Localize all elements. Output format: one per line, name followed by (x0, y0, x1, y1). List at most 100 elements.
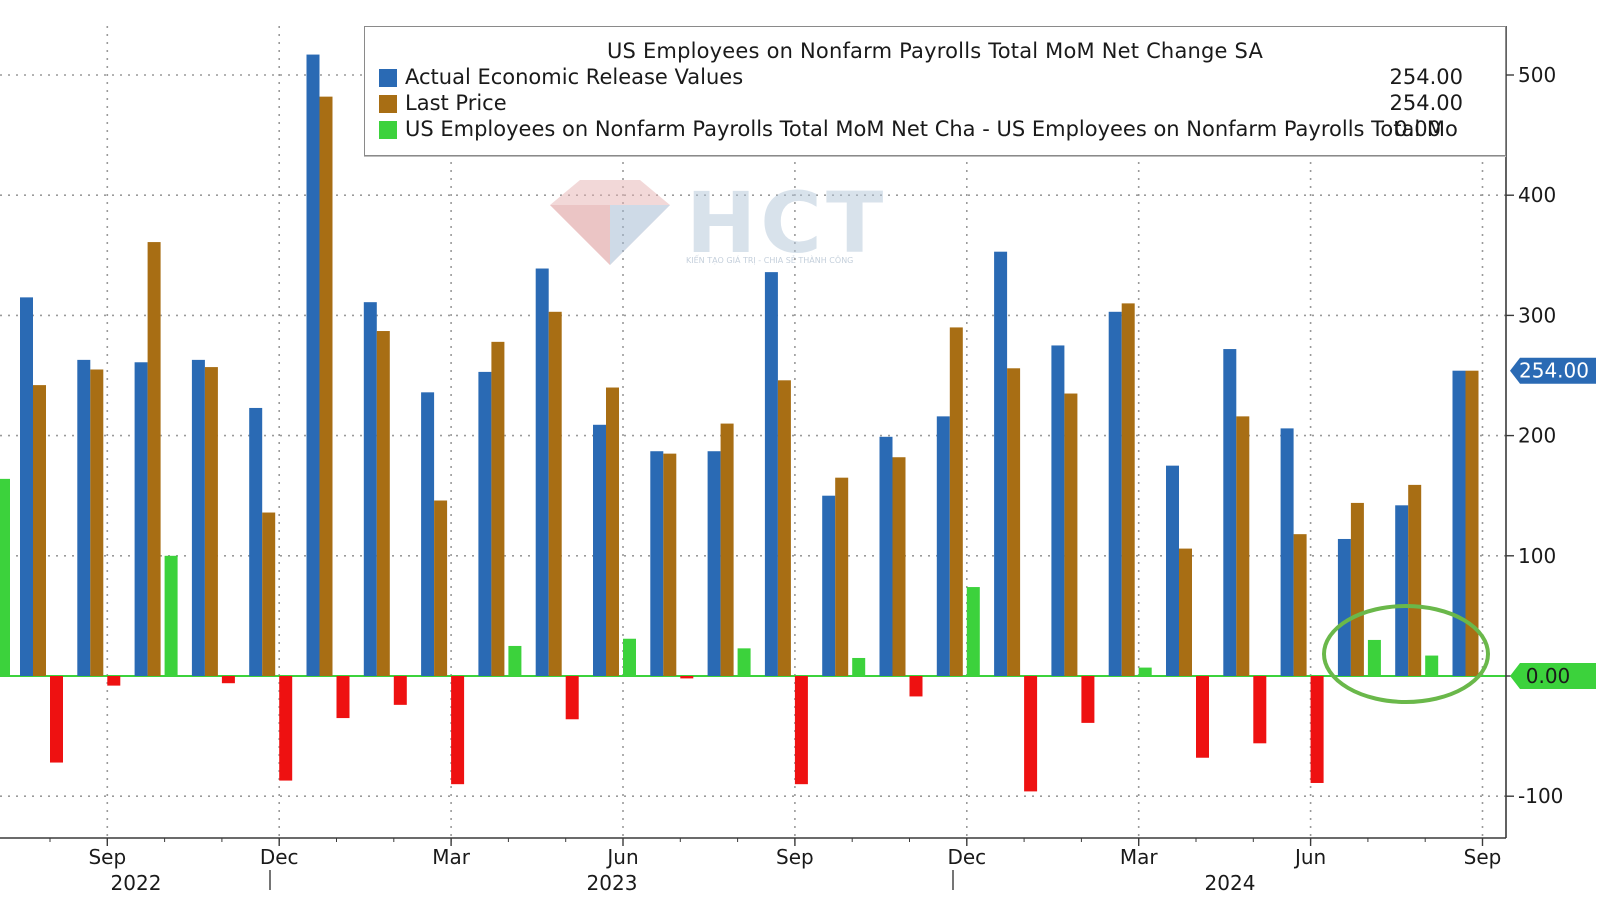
last-value-tag-label: 254.00 (1519, 359, 1589, 383)
bar-actual (1452, 370, 1466, 676)
bar-difference (451, 676, 465, 785)
bar-difference (623, 638, 636, 676)
hct-watermark-logo: HCT KIẾN TẠO GIÁ TRỊ - CHIA SẺ THÀNH CÔN… (540, 170, 883, 272)
x-tick-label: Sep (776, 845, 814, 869)
bar-actual (1395, 505, 1409, 676)
chart-title: US Employees on Nonfarm Payrolls Total M… (606, 39, 1264, 63)
axes-group: -100 100 200 300 400 500 Sep Dec Mar Jun Sep Dec Mar… (0, 26, 1563, 895)
bar-last-price (892, 457, 906, 676)
zero-value-tag (1510, 663, 1596, 689)
y-tick-label: 200 (1518, 424, 1556, 448)
diamond-logo-icon (550, 180, 670, 265)
bar-actual (1108, 311, 1122, 676)
bar-actual (77, 359, 91, 676)
legend-value-actual: 254.00 (1389, 65, 1463, 89)
bar-actual (1051, 345, 1065, 676)
zero-value-tag-label: 0.00 (1526, 664, 1571, 688)
bar-actual (20, 297, 33, 676)
bar-actual (363, 302, 377, 676)
x-tick-label: Mar (432, 845, 471, 869)
watermark-subtext: KIẾN TẠO GIÁ TRỊ - CHIA SẺ THÀNH CÔNG (686, 256, 854, 265)
x-tick-label: Dec (260, 845, 299, 869)
bar-actual (535, 268, 549, 676)
bar-difference (393, 676, 407, 705)
bar-last-price (147, 242, 161, 676)
bar-difference (1081, 676, 1095, 723)
legend: US Employees on Nonfarm Payrolls Total M… (364, 26, 1506, 156)
bar-difference (336, 676, 350, 719)
bar-last-price (1007, 368, 1021, 676)
bar-actual (707, 451, 721, 676)
bar-difference (1425, 655, 1439, 676)
legend-label-last-price: Last Price (405, 91, 507, 115)
bar-last-price (777, 380, 791, 676)
legend-value-difference: 0.00 (1394, 117, 1441, 141)
bar-difference (1138, 667, 1152, 676)
x-tick-label: Jun (605, 845, 638, 869)
legend-label-difference: US Employees on Nonfarm Payrolls Total M… (405, 117, 1458, 141)
bar-difference (1367, 639, 1381, 676)
bar-last-price (949, 327, 963, 676)
bars-group (0, 54, 1479, 792)
bar-actual (421, 392, 435, 676)
x-tick-label: Dec (947, 845, 986, 869)
bar-difference (508, 645, 522, 676)
bar-last-price (90, 369, 104, 676)
bar-difference (565, 676, 579, 720)
last-value-tag (1510, 357, 1596, 384)
bar-last-price (262, 512, 276, 676)
bar-difference (1253, 676, 1267, 744)
bar-actual (1280, 428, 1294, 676)
bar-last-price (376, 331, 390, 676)
bar-last-price (33, 385, 46, 676)
legend-swatch-difference (379, 121, 397, 139)
bar-difference (164, 555, 178, 676)
y-tick-label: -100 (1518, 784, 1563, 808)
legend-swatch-last-price (379, 95, 397, 113)
bar-difference (737, 648, 751, 676)
bar-actual (306, 54, 320, 677)
bar-actual (1223, 349, 1237, 676)
legend-label-actual: Actual Economic Release Values (405, 65, 744, 89)
bar-difference (107, 676, 121, 686)
bar-actual (650, 451, 664, 676)
watermark-text: HCT (686, 174, 888, 272)
bar-last-price (1236, 416, 1250, 676)
bar-actual (593, 424, 606, 676)
bar-last-price (548, 311, 562, 676)
y-tick-label: 500 (1518, 63, 1556, 87)
bar-actual (134, 362, 148, 676)
bar-last-price (1064, 393, 1078, 676)
bar-difference (909, 676, 923, 697)
bar-last-price (720, 423, 734, 676)
y-tick-label: 100 (1518, 544, 1556, 568)
bar-difference (1024, 676, 1038, 792)
year-label: 2024 (1205, 871, 1256, 895)
bar-actual (879, 436, 893, 676)
bar-last-price (1350, 502, 1364, 676)
bar-difference (966, 587, 980, 676)
bar-difference (1310, 676, 1324, 783)
bar-last-price (204, 367, 218, 676)
bar-actual (822, 495, 836, 676)
bar-last-price (835, 477, 849, 676)
bar-actual (1166, 465, 1179, 676)
legend-value-last-price: 254.00 (1389, 91, 1463, 115)
bar-last-price (1179, 548, 1192, 676)
bar-last-price (1121, 303, 1135, 676)
bar-difference (221, 676, 235, 684)
bar-difference-partial (0, 478, 10, 676)
bar-actual (249, 407, 263, 676)
bar-last-price (319, 96, 333, 677)
annotations-group: 254.00 0.00 (1322, 357, 1596, 704)
x-tick-label: Sep (1464, 845, 1502, 869)
bar-difference (279, 676, 293, 781)
bar-difference (852, 657, 866, 676)
bar-difference (794, 676, 808, 785)
legend-item-difference: US Employees on Nonfarm Payrolls Total M… (379, 117, 1493, 143)
bar-actual (191, 359, 205, 676)
bar-last-price (1465, 370, 1479, 676)
highlight-ellipse (1322, 604, 1490, 704)
bar-difference (50, 676, 63, 763)
